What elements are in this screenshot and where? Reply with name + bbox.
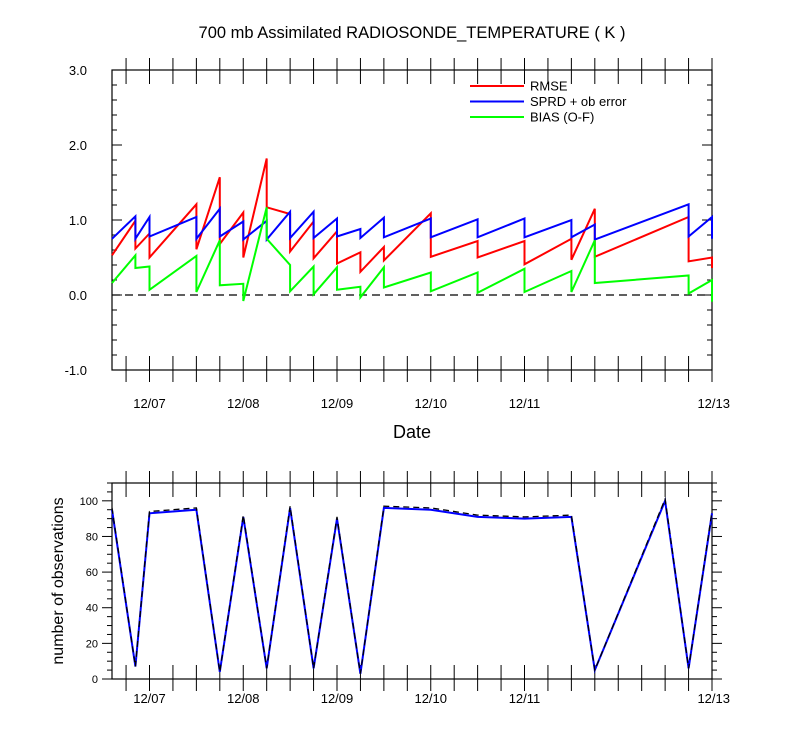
x-tick-label: 12/07 [133, 396, 166, 411]
x-tick-label: 12/08 [227, 396, 260, 411]
bottom-series-group [111, 496, 713, 674]
y-tick-label: 40 [86, 603, 98, 615]
y-tick-label: 3.0 [69, 63, 87, 78]
series-line-sprd-ob-error [111, 202, 713, 243]
legend-label: BIAS (O-F) [530, 110, 594, 125]
bottom-y-tick-labels: 0 20 40 60 80 100 [80, 496, 98, 686]
x-tick-label: 12/09 [321, 691, 354, 706]
top-series-group [111, 158, 713, 302]
observations-line-solid [111, 497, 713, 674]
x-tick-label: 12/11 [509, 396, 541, 411]
y-tick-label: 0.0 [69, 288, 87, 303]
y-tick-label: 60 [86, 567, 98, 579]
top-y-tick-labels: -1.0 0.0 1.0 2.0 3.0 [65, 63, 87, 378]
x-tick-label: 12/09 [321, 396, 354, 411]
x-tick-label: 12/13 [697, 691, 730, 706]
y-tick-label: 0 [92, 674, 98, 686]
x-tick-label: 12/10 [414, 691, 447, 706]
x-axis-label: Date [393, 422, 431, 442]
series-line-rmse [111, 158, 713, 275]
y-axis-label: number of observations [50, 497, 67, 664]
x-tick-label: 12/11 [509, 691, 541, 706]
x-tick-label: 12/07 [133, 691, 166, 706]
x-tick-label: 12/13 [697, 396, 730, 411]
legend-label: SPRD + ob error [530, 94, 627, 109]
bottom-axis-ticks [102, 471, 722, 691]
y-tick-label: 2.0 [69, 138, 87, 153]
top-x-tick-labels: 12/07 12/08 12/09 12/10 12/11 12/13 [133, 396, 730, 411]
top-chart-panel: 700 mb Assimilated RADIOSONDE_TEMPERATUR… [65, 24, 730, 442]
y-tick-label: 100 [80, 496, 98, 508]
y-tick-label: 80 [86, 531, 98, 543]
bottom-plot-frame [111, 482, 713, 680]
x-tick-label: 12/10 [414, 396, 447, 411]
observations-line-dashed [111, 496, 713, 674]
top-plot-frame [111, 69, 713, 371]
x-tick-label: 12/08 [227, 691, 260, 706]
series-line-bias-o-f [111, 207, 713, 302]
y-tick-label: 1.0 [69, 213, 87, 228]
chart-title: 700 mb Assimilated RADIOSONDE_TEMPERATUR… [199, 24, 626, 42]
y-tick-label: -1.0 [65, 363, 87, 378]
legend-label: RMSE [530, 79, 568, 94]
bottom-x-tick-labels: 12/07 12/08 12/09 12/10 12/11 12/13 [133, 691, 730, 706]
y-tick-label: 20 [86, 638, 98, 650]
